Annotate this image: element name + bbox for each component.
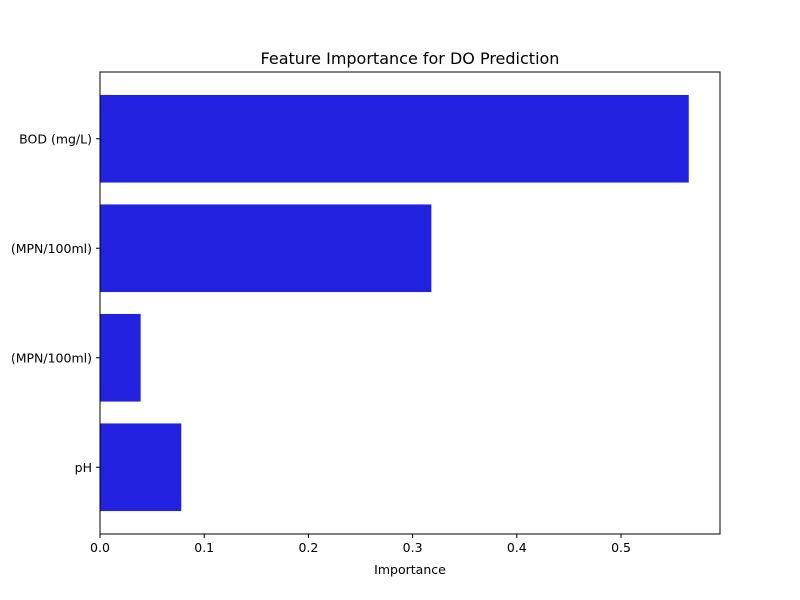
bar-0 — [100, 94, 689, 183]
bar-2 — [100, 313, 141, 402]
y-tick-label-0: BOD (mg/L) — [19, 131, 92, 146]
x-tick-label-1: 0.1 — [194, 540, 214, 555]
x-tick-label-3: 0.3 — [403, 540, 423, 555]
plot-frame — [99, 71, 721, 535]
bar-3 — [100, 423, 182, 512]
y-tick-label-1: (MPN/100ml) — [11, 241, 92, 256]
x-tick-label-0: 0.0 — [90, 540, 110, 555]
x-tick-label-4: 0.4 — [507, 540, 527, 555]
x-tick-label-2: 0.2 — [298, 540, 318, 555]
chart-title: Feature Importance for DO Prediction — [261, 49, 560, 68]
bar-1 — [100, 204, 432, 293]
x-axis: 0.0 0.1 0.2 0.3 0.4 0.5 — [90, 534, 631, 555]
y-tick-label-3: pH — [75, 460, 92, 475]
bars-layer — [100, 94, 689, 512]
x-tick-label-5: 0.5 — [611, 540, 631, 555]
y-axis: BOD (mg/L) (MPN/100ml) (MPN/100ml) pH — [11, 131, 100, 475]
x-axis-label: Importance — [374, 562, 446, 577]
y-tick-label-2: (MPN/100ml) — [11, 350, 92, 365]
